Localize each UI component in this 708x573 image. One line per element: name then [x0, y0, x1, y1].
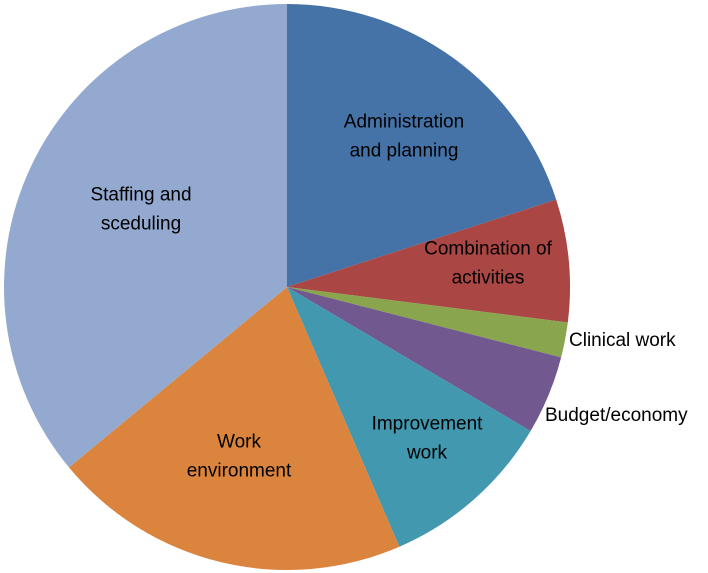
slice-label-line: Improvement — [372, 414, 484, 435]
pie-labels: Administration and planning Combination of… — [90, 112, 688, 482]
slice-label-line: sceduling — [101, 214, 181, 235]
slice-label-0: Administration and planning — [344, 112, 464, 162]
slice-label-3: Budget/economy — [545, 405, 688, 426]
slice-label-line: activities — [452, 268, 525, 289]
slice-label-5: Work environment — [187, 432, 292, 482]
slice-label-1: Combination of activities — [424, 239, 553, 289]
slice-label-line: Clinical work — [569, 330, 676, 351]
pie-slice-5 — [68, 287, 400, 570]
pie-slice-3 — [287, 287, 562, 432]
pie-slice-1 — [287, 199, 571, 323]
slice-label-line: environment — [187, 461, 292, 482]
slice-label-2: Clinical work — [569, 330, 676, 351]
slice-label-line: Budget/economy — [545, 405, 688, 426]
slice-label-4: Improvement work — [372, 414, 484, 464]
pie-slice-2 — [287, 287, 568, 358]
pie-slices — [3, 4, 571, 570]
pie-slice-6 — [3, 4, 287, 468]
slice-label-line: Combination of — [424, 239, 553, 260]
slice-label-line: work — [406, 443, 448, 464]
pie-slice-4 — [287, 287, 531, 547]
slice-label-6: Staffing and sceduling — [90, 185, 191, 235]
slice-label-line: and planning — [350, 141, 459, 162]
slice-label-line: Administration — [344, 112, 464, 133]
pie-slice-0 — [287, 4, 557, 287]
slice-label-line: Staffing and — [90, 185, 191, 206]
slice-label-line: Work — [217, 432, 261, 453]
